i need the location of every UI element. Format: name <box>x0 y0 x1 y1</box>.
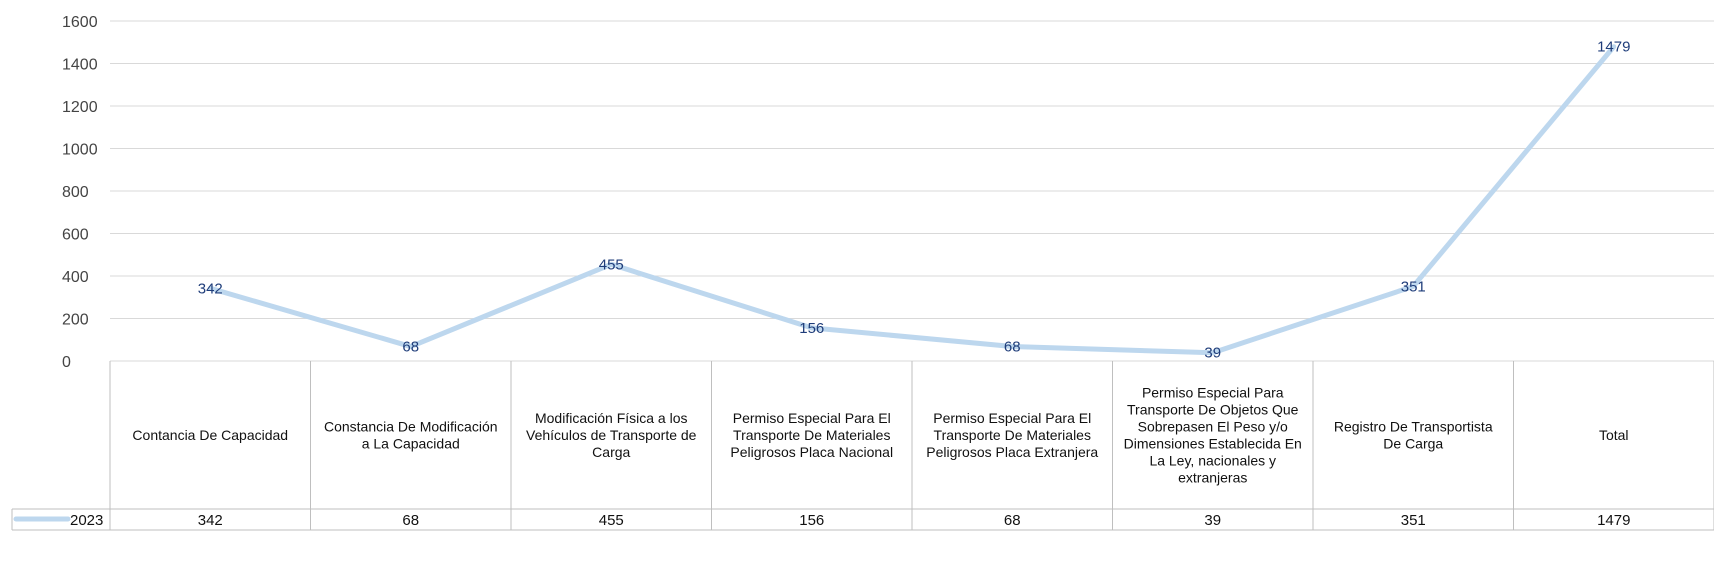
series-line-2023 <box>207 44 1617 356</box>
data-label: 68 <box>402 339 419 356</box>
y-tick-label: 1400 <box>62 57 98 74</box>
y-tick-label: 400 <box>62 269 89 286</box>
gridlines <box>110 20 1714 362</box>
category-label: Contancia De Capacidad <box>132 427 288 443</box>
data-label: 39 <box>1204 345 1221 362</box>
y-tick-label: 600 <box>62 227 89 244</box>
y-tick-label: 1200 <box>62 99 98 116</box>
category-label: Permiso Especial Para El Transporte De Ma… <box>730 410 893 460</box>
table-cell-value: 1479 <box>1597 512 1630 529</box>
series-2023 <box>207 44 1617 356</box>
data-table: Contancia De Capacidad Constancia De Modi… <box>11 361 1714 531</box>
legend-label: 2023 <box>70 512 103 529</box>
table-cell-value: 455 <box>599 512 624 529</box>
data-label: 156 <box>799 320 824 337</box>
table-cell-value: 68 <box>402 512 419 529</box>
category-label: Total <box>1599 427 1629 443</box>
category-label: Modificación Física a los Vehículos de Tr… <box>526 410 697 460</box>
data-label: 1479 <box>1597 39 1630 56</box>
category-label: Registro De Transportista De Carga <box>1334 419 1493 452</box>
table-cell-value: 342 <box>198 512 223 529</box>
data-label: 68 <box>1004 339 1021 356</box>
table-cell-value: 68 <box>1004 512 1021 529</box>
data-label: 351 <box>1401 278 1426 295</box>
y-tick-label: 800 <box>62 184 89 201</box>
table-cell-value: 39 <box>1204 512 1221 529</box>
y-tick-label: 1600 <box>62 14 98 31</box>
y-tick-label: 0 <box>62 354 71 371</box>
table-cell-value: 351 <box>1401 512 1426 529</box>
y-tick-label: 1000 <box>62 142 98 159</box>
category-label: Permiso Especial Para El Transporte De Ma… <box>926 410 1098 460</box>
category-label: Constancia De Modificación a La Capacidad <box>324 419 498 452</box>
data-label: 455 <box>599 256 624 273</box>
data-label: 342 <box>198 280 223 297</box>
y-axis: 0 200 400 600 800 1000 1200 1400 1600 <box>62 14 98 371</box>
y-tick-label: 200 <box>62 312 89 329</box>
table-cell-value: 156 <box>799 512 824 529</box>
data-labels: 342 68 455 156 68 39 351 1479 <box>198 39 1631 362</box>
category-label: Permiso Especial Para Transporte De Objet… <box>1124 385 1302 486</box>
